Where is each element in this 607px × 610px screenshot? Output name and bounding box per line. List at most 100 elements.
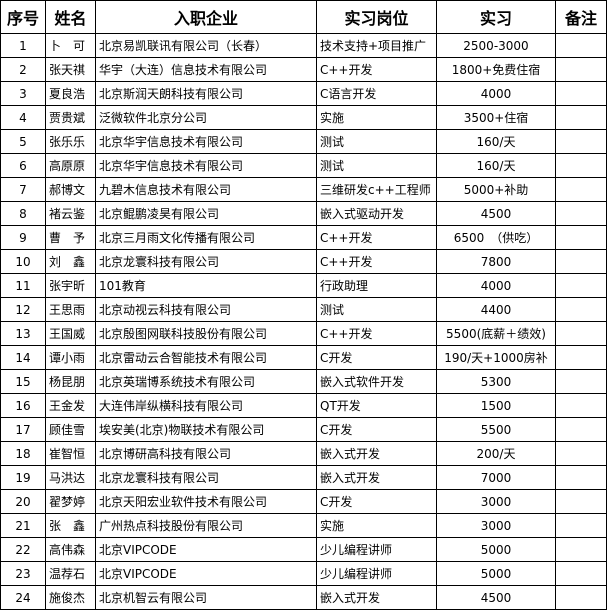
- table-cell: 嵌入式开发: [316, 441, 437, 466]
- table-cell: 谭小雨: [45, 345, 96, 370]
- empty-cell: [555, 393, 607, 418]
- table-cell: 杨昆朋: [45, 369, 96, 394]
- table-row: 21 张 鑫广州热点科技股份有限公司 实施 3000: [0, 513, 607, 538]
- empty-cell: [555, 177, 607, 202]
- table-cell: 2500-3000: [436, 33, 556, 58]
- table-cell: 18: [0, 441, 46, 466]
- table-cell: 4500: [436, 585, 556, 610]
- empty-cell: [555, 489, 607, 514]
- table-cell: 曹 予: [45, 225, 96, 250]
- header-cell: 实习: [436, 0, 556, 34]
- table-cell: 7000: [436, 465, 556, 490]
- empty-cell: [555, 153, 607, 178]
- table-cell: 卜 可: [45, 33, 96, 58]
- table-cell: 4: [0, 105, 46, 130]
- table-cell: 张宇昕: [45, 273, 96, 298]
- table-cell: 21: [0, 513, 46, 538]
- table-row: 17 顾佳雪 埃安美(北京)物联技术有限公司 C开发 5500: [0, 417, 607, 442]
- table-cell: 5500: [436, 417, 556, 442]
- table-cell: 北京鲲鹏凌昊有限公司: [95, 201, 317, 226]
- table-cell: 测试: [316, 297, 437, 322]
- table-cell: 4400: [436, 297, 556, 322]
- table-row: 8 褚云鉴 北京鲲鹏凌昊有限公司 嵌入式驱动开发 4500: [0, 201, 607, 226]
- table-cell: 崔智恒: [45, 441, 96, 466]
- table-cell: 张乐乐: [45, 129, 96, 154]
- table-row: 3 夏良浩 北京斯润天朗科技有限公司 C语言开发 4000: [0, 81, 607, 106]
- empty-cell: [555, 513, 607, 538]
- table-cell: 24: [0, 585, 46, 610]
- empty-cell: [555, 441, 607, 466]
- table-cell: 北京VIPCODE: [95, 537, 317, 562]
- table-cell: 22: [0, 537, 46, 562]
- table-cell: 7800: [436, 249, 556, 274]
- table-row: 23 温荐石 北京VIPCODE 少儿编程讲师 5000: [0, 561, 607, 586]
- table-cell: 3000: [436, 513, 556, 538]
- table-cell: 北京三月雨文化传播有限公司: [95, 225, 317, 250]
- empty-cell: [555, 81, 607, 106]
- table-cell: 1: [0, 33, 46, 58]
- table-cell: 1800+免费住宿: [436, 57, 556, 82]
- table-cell: 101教育: [95, 273, 317, 298]
- table-cell: 埃安美(北京)物联技术有限公司: [95, 417, 317, 442]
- table-cell: C++开发: [316, 249, 437, 274]
- table-cell: 19: [0, 465, 46, 490]
- empty-cell: [555, 57, 607, 82]
- table-cell: C++开发: [316, 321, 437, 346]
- empty-cell: [555, 537, 607, 562]
- table-row: 6 高原原 北京华宇信息技术有限公司 测试 160/天: [0, 153, 607, 178]
- table-cell: 160/天: [436, 153, 556, 178]
- table-cell: 实施: [316, 105, 437, 130]
- table-row: 19 马洪达 北京龙寰科技有限公司 嵌入式开发 7000: [0, 465, 607, 490]
- header-row: 序号 姓名 入职企业 实习岗位 实习 备注: [0, 0, 607, 34]
- table-cell: 高原原: [45, 153, 96, 178]
- table-cell: 嵌入式驱动开发: [316, 201, 437, 226]
- table-cell: 16: [0, 393, 46, 418]
- table-row: 15 杨昆朋 北京英瑞博系统技术有限公司 嵌入式软件开发 5300: [0, 369, 607, 394]
- table-row: 20 翟梦婷 北京天阳宏业软件技术有限公司 C开发 3000: [0, 489, 607, 514]
- table-row: 14 谭小雨 北京雷动云合智能技术有限公司 C开发 190/天+1000房补: [0, 345, 607, 370]
- table-cell: 200/天: [436, 441, 556, 466]
- table-cell: 三维研发c++工程师: [316, 177, 437, 202]
- table-cell: 行政助理: [316, 273, 437, 298]
- table-cell: 测试: [316, 129, 437, 154]
- table-row: 13 王国威 北京殷图网联科技股份有限公司 C++开发 5500(底薪＋绩效): [0, 321, 607, 346]
- table-cell: 4000: [436, 81, 556, 106]
- table-cell: 华宇（大连）信息技术有限公司: [95, 57, 317, 82]
- table-cell: 北京博研高科技有限公司: [95, 441, 317, 466]
- table-cell: 北京机智云有限公司: [95, 585, 317, 610]
- table-cell: 少儿编程讲师: [316, 561, 437, 586]
- table-cell: C++开发: [316, 57, 437, 82]
- table-cell: 嵌入式开发: [316, 465, 437, 490]
- table-cell: 5000: [436, 537, 556, 562]
- empty-cell: [555, 297, 607, 322]
- table-cell: 14: [0, 345, 46, 370]
- table-cell: 褚云鉴: [45, 201, 96, 226]
- table-cell: 1500: [436, 393, 556, 418]
- table-cell: 15: [0, 369, 46, 394]
- table-cell: 张 鑫: [45, 513, 96, 538]
- header-cell: 入职企业: [95, 0, 317, 34]
- table-cell: 翟梦婷: [45, 489, 96, 514]
- table-cell: 广州热点科技股份有限公司: [95, 513, 317, 538]
- table-cell: 3000: [436, 489, 556, 514]
- table-cell: QT开发: [316, 393, 437, 418]
- table-cell: 少儿编程讲师: [316, 537, 437, 562]
- table-cell: 11: [0, 273, 46, 298]
- table-cell: 12: [0, 297, 46, 322]
- table-cell: 2: [0, 57, 46, 82]
- table-cell: 北京华宇信息技术有限公司: [95, 129, 317, 154]
- table-cell: 北京雷动云合智能技术有限公司: [95, 345, 317, 370]
- table-cell: 北京天阳宏业软件技术有限公司: [95, 489, 317, 514]
- empty-cell: [555, 321, 607, 346]
- table-cell: 北京易凯联讯有限公司（长春）: [95, 33, 317, 58]
- table-row: 16 王金发 大连伟岸纵横科技有限公司 QT开发 1500: [0, 393, 607, 418]
- table-cell: 施俊杰: [45, 585, 96, 610]
- empty-cell: [555, 225, 607, 250]
- table-cell: 5000: [436, 561, 556, 586]
- table-cell: 北京龙寰科技有限公司: [95, 465, 317, 490]
- table-cell: 8: [0, 201, 46, 226]
- empty-cell: [555, 585, 607, 610]
- table-row: 2 张天祺 华宇（大连）信息技术有限公司 C++开发 1800+免费住宿: [0, 57, 607, 82]
